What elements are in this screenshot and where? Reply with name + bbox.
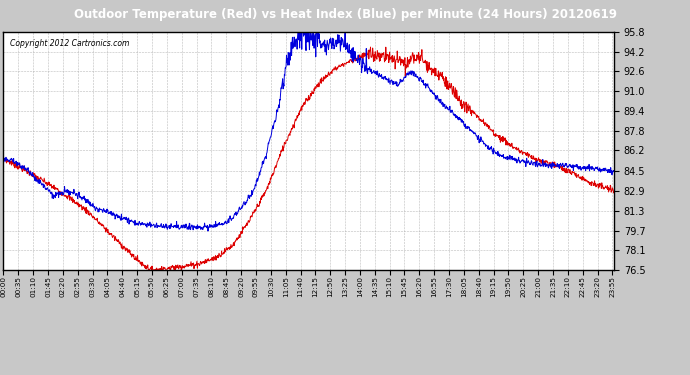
Text: Copyright 2012 Cartronics.com: Copyright 2012 Cartronics.com <box>10 39 129 48</box>
Text: Outdoor Temperature (Red) vs Heat Index (Blue) per Minute (24 Hours) 20120619: Outdoor Temperature (Red) vs Heat Index … <box>74 8 616 21</box>
